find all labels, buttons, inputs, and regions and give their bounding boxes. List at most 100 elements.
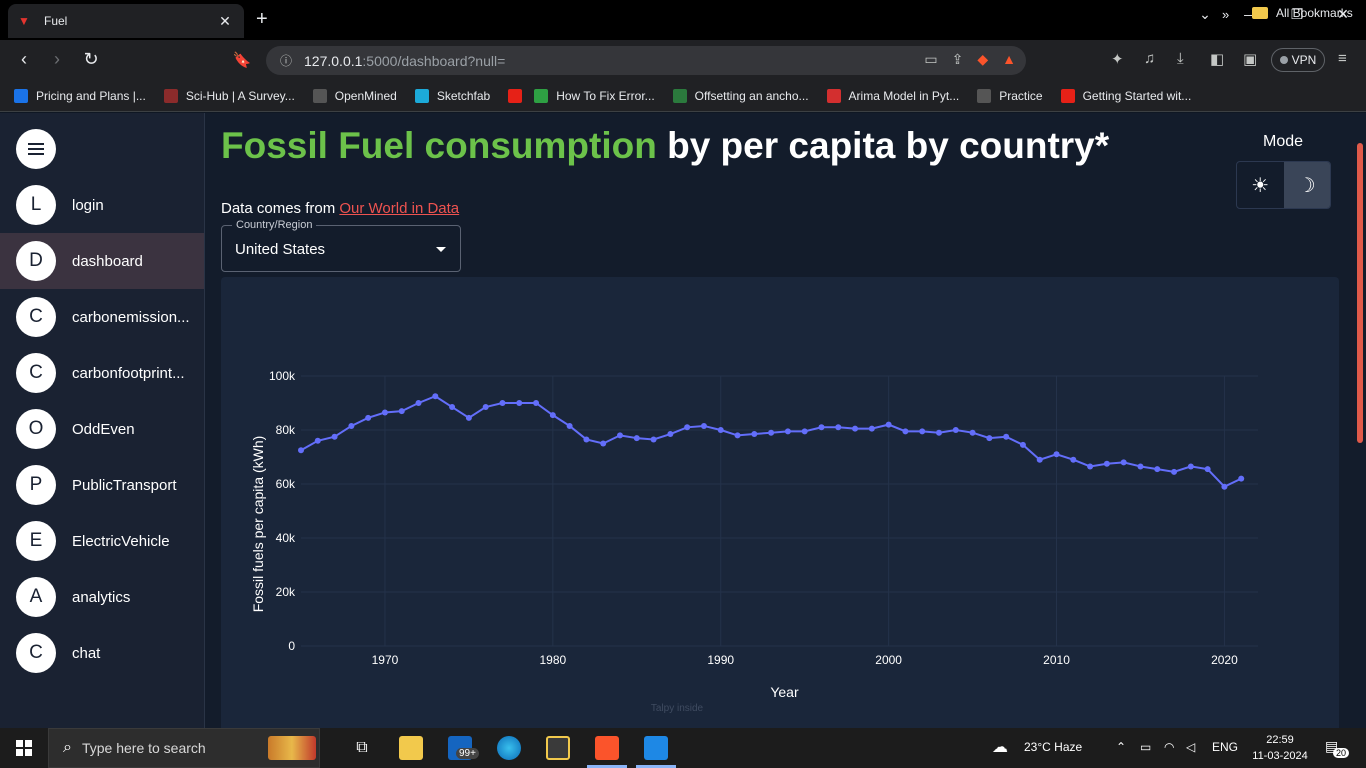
battery-icon[interactable]: ▭ (1140, 740, 1152, 754)
windows-start-icon[interactable] (16, 740, 32, 756)
browser-tab[interactable]: ▼ Fuel ✕ (8, 4, 244, 38)
bookmark-item[interactable]: Sci-Hub | A Survey... (163, 88, 295, 103)
url-host: 127.0.0.1 (304, 52, 363, 69)
bookmark-item[interactable]: Pricing and Plans |... (14, 88, 146, 103)
weather-text[interactable]: 23°C Haze (1024, 740, 1083, 754)
search-highlight-icon[interactable] (268, 736, 316, 760)
edge-icon[interactable] (497, 736, 521, 760)
site-info-icon[interactable]: ⓘ (280, 54, 293, 68)
x-tick-label: 1990 (707, 653, 734, 667)
forward-button[interactable]: › (54, 49, 60, 69)
country-region-select[interactable]: Country/Region United States (221, 219, 461, 272)
data-point (633, 435, 640, 442)
file-explorer-icon[interactable] (399, 736, 423, 760)
clock-time: 22:59 (1266, 734, 1294, 746)
data-source-line: Data comes from Our World in Data (221, 200, 459, 217)
brave-rewards-icon[interactable]: ▲ (1002, 51, 1016, 67)
bookmarks-more-icon[interactable]: » (1222, 7, 1230, 22)
y-tick-label: 20k (276, 585, 296, 599)
nav-label: carbonemission... (72, 308, 190, 326)
chart-svg: 0 20k 40k 60k 80k 100k 1970 1980 1990 2000 2010 202… (250, 369, 1258, 714)
data-point (415, 400, 422, 406)
store-icon[interactable] (546, 736, 570, 760)
bookmark-item[interactable]: OpenMined (312, 88, 397, 103)
data-point (768, 429, 775, 436)
clock-date: 11-03-2024 (1252, 750, 1308, 762)
reload-icon[interactable]: ↻ (83, 49, 99, 69)
vpn-status-icon (1279, 56, 1288, 64)
share-icon[interactable]: ⇪ (951, 51, 964, 67)
bookmark-item[interactable]: Practice (977, 88, 1043, 103)
volume-icon[interactable]: ◁ (1186, 740, 1196, 754)
sidebar-item-publictransport[interactable]: P PublicTransport (0, 457, 204, 513)
all-bookmarks-label: All Bookmarks (1276, 6, 1353, 20)
music-icon[interactable]: ♫ (1144, 50, 1156, 67)
back-button[interactable]: ‹ (21, 49, 27, 69)
menu-line-icon (28, 148, 44, 150)
data-point (1053, 451, 1060, 458)
address-bar[interactable]: ⓘ 127.0.0.1 :5000/dashboard?null= ▭ ⇪ ◆ … (266, 46, 1026, 75)
country-region-legend: Country/Region (232, 219, 317, 231)
bookmark-label: Pricing and Plans |... (36, 88, 146, 103)
bookmark-label: How To Fix Error... (556, 88, 655, 103)
sidebar-item-oddeven[interactable]: O OddEven (0, 401, 204, 457)
our-world-in-data-link[interactable]: Our World in Data (339, 200, 460, 217)
data-point (784, 428, 791, 435)
task-view-icon[interactable]: ⧉ (356, 739, 368, 756)
data-point (835, 424, 842, 431)
show-hidden-icons-icon[interactable]: ⌃ (1116, 740, 1127, 754)
bookmark-item[interactable]: Getting Started wit... (1060, 88, 1191, 103)
data-point (818, 424, 825, 431)
bookmark-item[interactable]: Arima Model in Pyt... (826, 88, 959, 103)
restore-button[interactable]: ❐ (1290, 6, 1304, 22)
scrollbar-thumb[interactable] (1357, 143, 1363, 443)
data-point (936, 429, 942, 436)
bookmark-favicon-icon (1060, 88, 1075, 103)
weather-icon[interactable]: ☁ (992, 739, 1008, 756)
tab-search-icon[interactable]: ⌄ (1199, 6, 1211, 22)
vscode-icon[interactable] (644, 736, 668, 760)
new-tab-button[interactable]: + (256, 8, 268, 30)
page-scrollbar[interactable] (1356, 113, 1366, 728)
sidebar-item-electricvehicle[interactable]: E ElectricVehicle (0, 513, 204, 569)
nav-avatar: O (16, 409, 56, 449)
cast-icon[interactable]: ▭ (924, 51, 938, 67)
sidebar-toggle-icon[interactable]: ◧ (1210, 51, 1225, 68)
all-bookmarks-button[interactable]: All Bookmarks (1252, 6, 1353, 20)
language-indicator[interactable]: ENG (1212, 740, 1239, 754)
extensions-icon[interactable]: ✦ (1111, 51, 1124, 68)
bookmark-item[interactable]: Offsetting an ancho... (672, 88, 809, 103)
brave-shields-icon[interactable]: ◆ (977, 51, 989, 67)
y-tick-label: 80k (276, 423, 296, 437)
tab-close-icon[interactable]: ✕ (219, 12, 231, 29)
taskbar-search[interactable]: ⌕ Type here to search (48, 728, 320, 768)
bookmark-item[interactable]: Sketchfab (414, 88, 490, 103)
dark-mode-moon-icon[interactable]: ☽ (1283, 162, 1330, 208)
wallet-icon[interactable]: ▣ (1243, 51, 1258, 68)
vpn-button[interactable]: VPN (1271, 48, 1325, 72)
brave-taskbar-icon[interactable] (595, 736, 619, 760)
light-mode-sun-icon[interactable]: ☀ (1251, 174, 1270, 197)
menu-icon[interactable]: ≡ (1338, 50, 1347, 67)
close-window-button[interactable]: ✕ (1337, 6, 1349, 22)
bookmark-favicon-icon (163, 88, 178, 103)
hamburger-menu-button[interactable] (16, 129, 56, 169)
data-point (1036, 456, 1043, 463)
taskbar-clock[interactable]: 22:59 11-03-2024 (1250, 732, 1310, 764)
bookmark-icon[interactable]: 🔖 (232, 52, 252, 69)
bookmark-favicon-icon (977, 88, 992, 103)
data-point (533, 400, 540, 406)
data-point (1087, 463, 1094, 470)
download-icon[interactable]: ⤓ (1177, 50, 1184, 67)
wifi-icon[interactable]: ◠ (1164, 740, 1175, 754)
bookmark-label: Practice (999, 88, 1043, 103)
bookmark-item[interactable]: How To Fix Error... (534, 88, 655, 103)
bookmark-item[interactable] (508, 88, 530, 103)
mode-toggle[interactable]: ☀ ☽ (1236, 161, 1331, 209)
